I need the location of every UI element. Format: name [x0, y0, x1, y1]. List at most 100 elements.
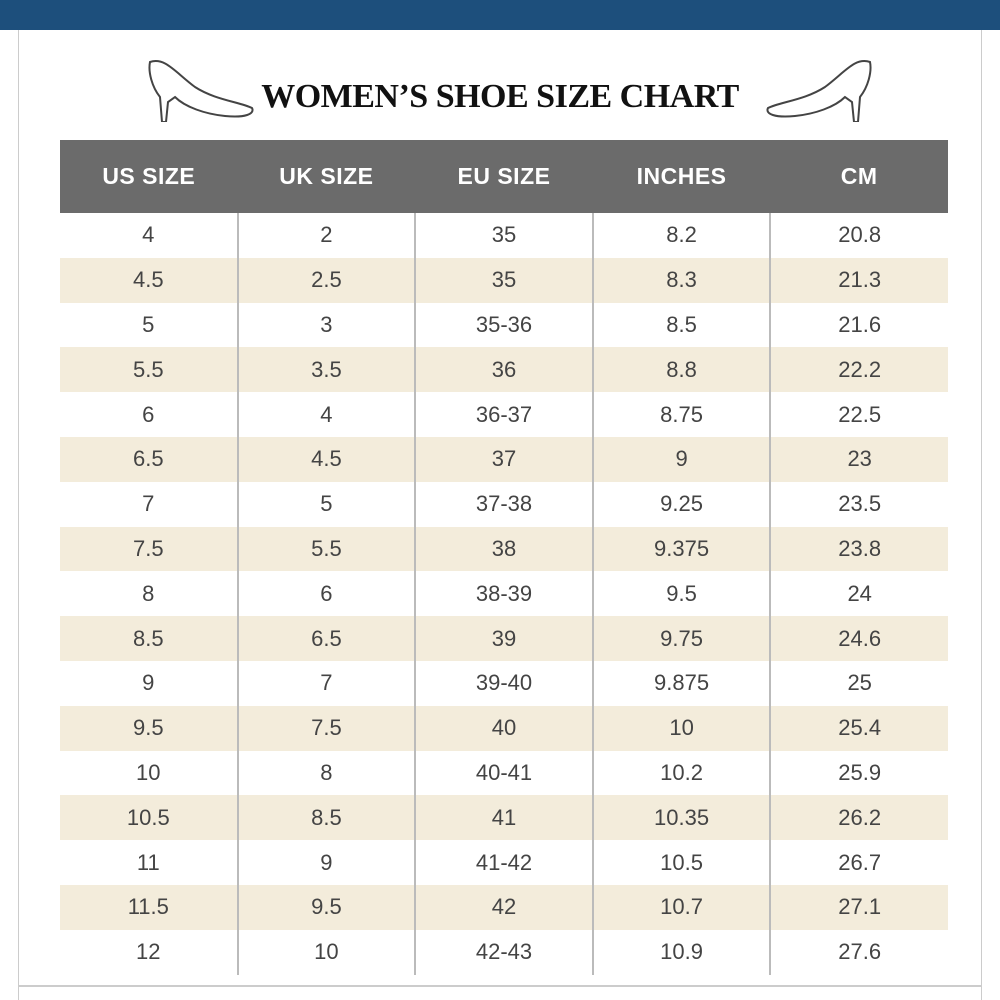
table-cell: 9.5 — [236, 884, 416, 930]
table-cell: 36-37 — [414, 392, 593, 437]
table-cell: 8 — [142, 580, 155, 606]
table-row: 11.5 9.5 42 10.7 27.1 — [60, 884, 948, 930]
column-header: CM — [770, 140, 948, 213]
table-cell: 41-42 — [414, 840, 593, 885]
table-cell: 9.875 — [591, 660, 771, 706]
table-cell: 9.5 — [591, 571, 771, 617]
table-cell: 37-38 — [414, 481, 593, 527]
table-cell: 21.6 — [769, 302, 948, 348]
table-cell: 25 — [769, 660, 948, 706]
table-cell: 22.2 — [769, 347, 948, 393]
table-cell: 25.4 — [769, 705, 948, 751]
table-cell: 25.9 — [769, 750, 948, 796]
table-cell: 9.75 — [591, 616, 771, 661]
table-row: 8 6 38-39 9.5 24 — [60, 571, 948, 617]
table-cell: 8.3 — [591, 257, 771, 303]
table-cell: 24 — [769, 571, 948, 617]
table-cell: 38-39 — [414, 571, 593, 617]
table-cell: 26.7 — [769, 840, 948, 885]
table-row: 9.5 7.5 40 10 25.4 — [60, 705, 948, 751]
table-cell: 7.5 — [236, 705, 416, 751]
table-cell: 8.5 — [60, 616, 238, 661]
table-cell: 23 — [769, 436, 948, 482]
top-bar — [0, 0, 1000, 30]
table-cell: 6.5 — [236, 616, 416, 661]
table-cell: 5.5 — [60, 347, 238, 393]
table-cell: 7 — [236, 660, 416, 706]
table-row: 5.5 3.5 36 8.8 22.2 — [60, 347, 948, 393]
table-cell: 10.5 — [60, 795, 238, 841]
table-cell: 10.9 — [591, 929, 771, 975]
table-cell: 8.5 — [591, 302, 771, 348]
table-cell: 37 — [414, 436, 593, 482]
table-cell: 10.35 — [591, 795, 771, 841]
column-header: US SIZE — [60, 140, 238, 213]
shoe-icon-right — [766, 60, 872, 122]
table-body: 4 2 35 8.2 20.8 4.5 2.5 35 8.3 21.3 5 3 35-36 8.5 21.6… — [60, 213, 948, 975]
table-cell: 11.5 — [60, 884, 238, 930]
table-row: 6.5 4.5 37 9 23 — [60, 436, 948, 482]
table-cell: 5 — [236, 481, 416, 527]
table-cell: 8.5 — [236, 795, 416, 841]
title: WOMEN’S SHOE SIZE CHART — [261, 78, 739, 115]
table-cell: 42 — [414, 884, 593, 930]
size-table: US SIZE UK SIZE EU SIZE INCHES CM 4 2 35 8.2 20.… — [60, 140, 948, 975]
table-cell: 9.5 — [60, 705, 238, 751]
table-cell: 10.5 — [591, 840, 771, 885]
table-cell: 24.6 — [769, 616, 948, 661]
table-row: 4 2 35 8.2 20.8 — [60, 213, 948, 258]
table-cell: 8.2 — [591, 213, 771, 258]
table-cell: 38 — [414, 526, 593, 572]
table-row: 7.5 5.5 38 9.375 23.8 — [60, 526, 948, 572]
table-cell: 5.5 — [236, 526, 416, 572]
table-cell: 27.1 — [769, 884, 948, 930]
table-cell: 22.5 — [769, 392, 948, 437]
table-row: 5 3 35-36 8.5 21.6 — [60, 302, 948, 348]
table-cell: 6 — [142, 401, 155, 427]
table-cell: 4.5 — [236, 436, 416, 482]
table-row: 8.5 6.5 39 9.75 24.6 — [60, 616, 948, 661]
table-cell: 36 — [414, 347, 593, 393]
table-cell: 8.75 — [591, 392, 771, 437]
table-cell: 4 — [142, 222, 155, 248]
header-row: US SIZE UK SIZE EU SIZE INCHES CM — [60, 140, 948, 213]
table-cell: 41 — [414, 795, 593, 841]
table-cell: 39-40 — [414, 660, 593, 706]
table-row: 12 10 42-43 10.9 27.6 — [60, 929, 948, 975]
table-cell: 21.3 — [769, 257, 948, 303]
table-cell: 40 — [414, 705, 593, 751]
table-cell: 11 — [136, 849, 160, 875]
table-cell: 35 — [414, 213, 593, 258]
table-cell: 35 — [414, 257, 593, 303]
table-row: 7 5 37-38 9.25 23.5 — [60, 481, 948, 527]
table-cell: 3.5 — [236, 347, 416, 393]
table-row: 11 9 41-42 10.5 26.7 — [60, 840, 948, 885]
table-cell: 7.5 — [60, 526, 238, 572]
table-cell: 6.5 — [60, 436, 238, 482]
table-cell: 8 — [236, 750, 416, 796]
table-cell: 10 — [591, 705, 771, 751]
table-cell: 9.25 — [591, 481, 771, 527]
table-cell: 10 — [136, 759, 161, 785]
table-row: 4.5 2.5 35 8.3 21.3 — [60, 257, 948, 303]
table-cell: 2 — [236, 213, 416, 258]
column-header: INCHES — [592, 140, 771, 213]
table-cell: 10.7 — [591, 884, 771, 930]
table-cell: 12 — [136, 939, 161, 965]
table-cell: 42-43 — [414, 929, 593, 975]
table-cell: 23.8 — [769, 526, 948, 572]
table-cell: 9.375 — [591, 526, 771, 572]
table-cell: 27.6 — [769, 929, 948, 975]
shoe-icon-left — [148, 60, 254, 122]
table-cell: 9 — [142, 670, 155, 696]
column-header: UK SIZE — [237, 140, 416, 213]
table-cell: 10 — [236, 929, 416, 975]
bottom-line — [18, 985, 982, 987]
table-cell: 39 — [414, 616, 593, 661]
table-cell: 20.8 — [769, 213, 948, 258]
table-cell: 3 — [236, 302, 416, 348]
table-cell: 5 — [142, 311, 155, 337]
table-cell: 40-41 — [414, 750, 593, 796]
table-cell: 26.2 — [769, 795, 948, 841]
